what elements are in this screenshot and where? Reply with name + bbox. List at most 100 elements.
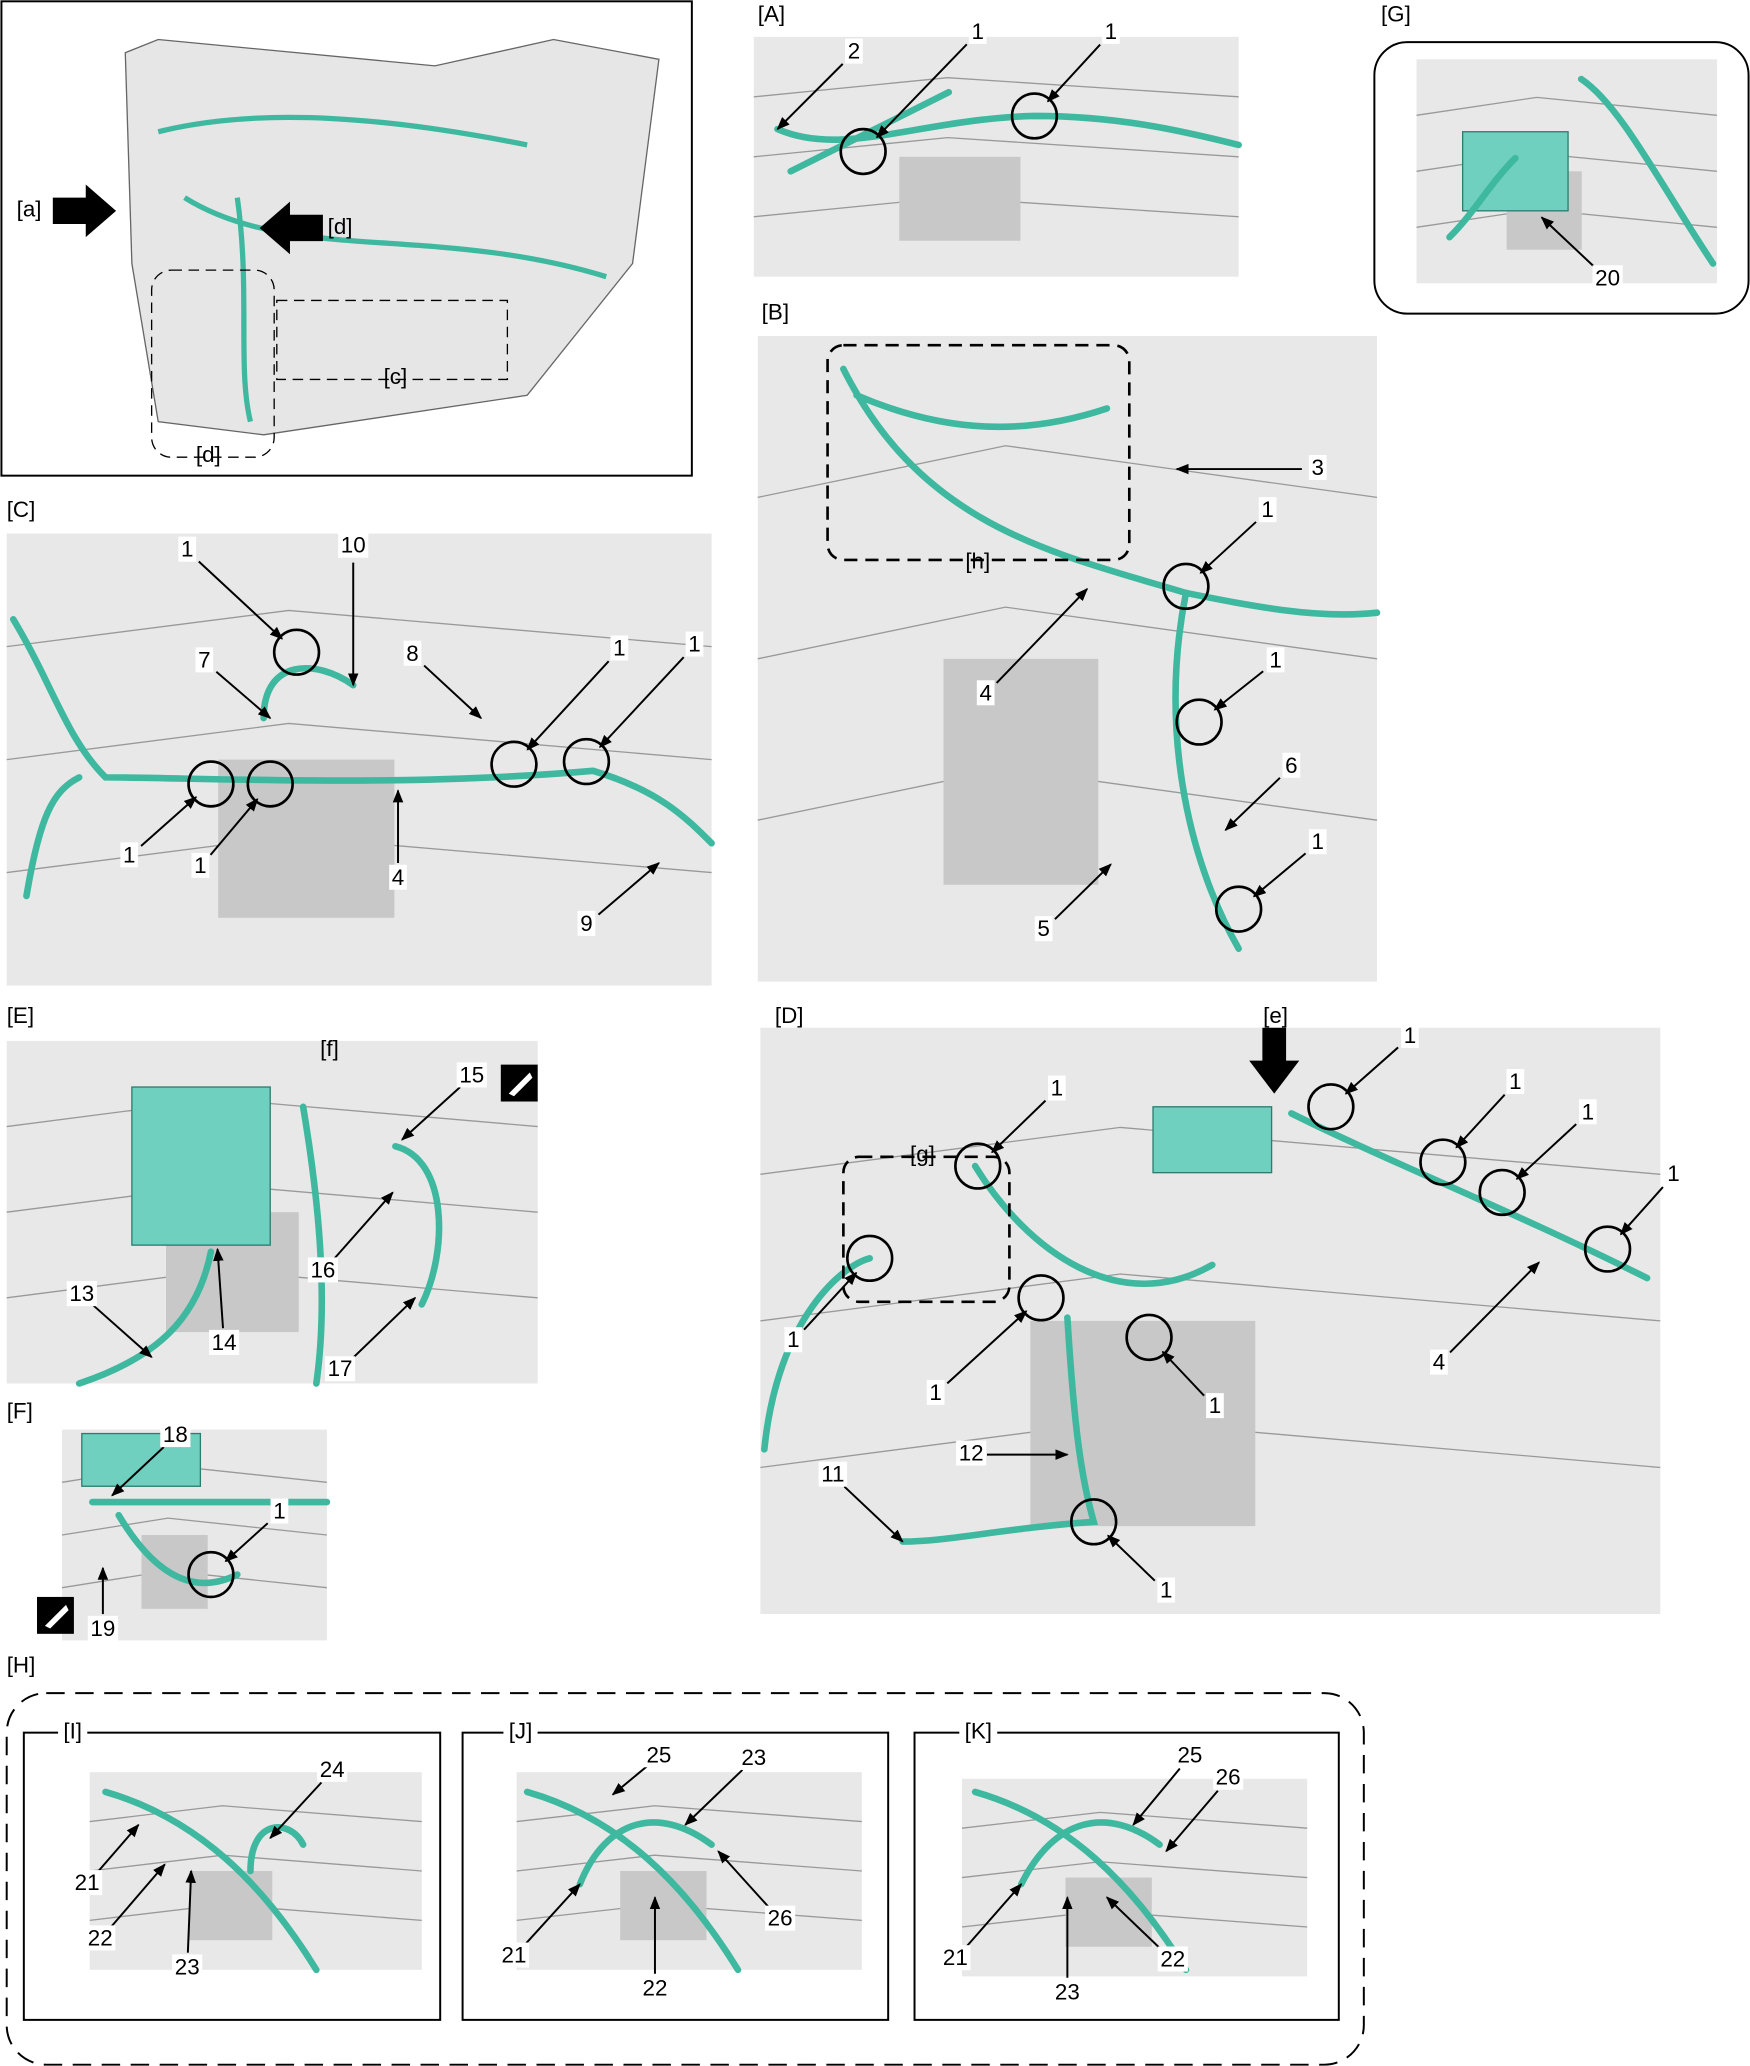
leader-arrow — [269, 1781, 323, 1840]
callout-bg — [1282, 752, 1301, 778]
callout-bg — [1157, 1577, 1176, 1603]
callout-bg — [160, 1422, 191, 1448]
clip-marker — [954, 1142, 1002, 1190]
panel-label: [G] — [1381, 2, 1411, 27]
harness — [576, 1819, 715, 1888]
callout-number: 2 — [848, 39, 860, 64]
leader-arrow — [526, 660, 610, 751]
leader-arrow — [1199, 521, 1257, 574]
callout-number: 23 — [175, 1954, 200, 1979]
panel-frame — [1373, 41, 1750, 315]
leader-arrow — [423, 664, 483, 719]
callout-number: 1 — [1160, 1578, 1172, 1603]
clip-marker — [246, 760, 294, 808]
callout-number: 7 — [198, 647, 210, 672]
callout-number: 23 — [741, 1745, 766, 1770]
sub-label: [h] — [965, 549, 990, 574]
leader-arrow — [1213, 670, 1264, 711]
component — [1461, 131, 1569, 212]
panel-frame — [5, 1692, 1365, 2066]
callout-number: 1 — [1051, 1076, 1063, 1101]
callout-bg — [1213, 1764, 1244, 1790]
component — [131, 1086, 271, 1246]
clip-marker — [187, 1550, 235, 1599]
leader-arrow — [611, 1765, 648, 1796]
leader-arrow — [684, 1769, 744, 1826]
clip-marker — [1478, 1168, 1526, 1217]
leader-arrow — [1107, 1534, 1156, 1582]
callout-bg — [71, 1870, 103, 1896]
clip-marker — [1125, 1313, 1173, 1362]
callout-bg — [845, 38, 863, 64]
leader-arrow — [991, 1099, 1047, 1154]
structure — [757, 606, 1378, 660]
view-label: [a] — [17, 197, 42, 222]
leader-arrow — [209, 798, 259, 856]
leader-arrow — [1455, 1094, 1506, 1149]
harness — [299, 1103, 326, 1387]
leader-arrow — [843, 1485, 904, 1543]
leader-arrow — [1449, 1261, 1540, 1354]
callout-bg — [1266, 647, 1285, 673]
sub-label: [e] — [1263, 1003, 1288, 1028]
callout-bg — [66, 1281, 97, 1307]
leader-arrow — [401, 1086, 461, 1141]
structure — [753, 76, 1239, 98]
leader-arrow — [140, 796, 198, 847]
view-label: [d] — [196, 442, 221, 467]
callout-number: 1 — [1311, 829, 1323, 854]
callout-number: 21 — [943, 1945, 968, 1970]
callout-bg — [456, 1062, 487, 1088]
callout-number: 3 — [1311, 455, 1323, 480]
leader-arrow — [523, 1883, 581, 1946]
harness — [774, 112, 1242, 149]
harness — [761, 1255, 874, 1453]
callout-bg — [1592, 265, 1623, 291]
callout-bg — [818, 1461, 848, 1487]
structure — [61, 1517, 327, 1536]
callout-bg — [976, 680, 995, 706]
callout-bg — [784, 1327, 803, 1353]
sub-label: [g] — [910, 1141, 935, 1166]
callout-number: 22 — [88, 1925, 113, 1950]
callout-number: 1 — [1209, 1393, 1221, 1418]
callout-number: 22 — [643, 1976, 668, 2001]
callout-bg — [1052, 1979, 1083, 2005]
structure — [760, 1273, 1661, 1322]
leader-arrow — [946, 1310, 1028, 1385]
callout-bg — [85, 1925, 116, 1951]
callout-bg — [968, 18, 987, 44]
clip-marker — [1017, 1274, 1065, 1322]
callout-number: 26 — [768, 1906, 793, 1931]
label-bg — [959, 1718, 998, 1744]
leader-arrow — [965, 1883, 1023, 1949]
callout-bg — [1047, 1075, 1066, 1101]
harness — [899, 1314, 1099, 1545]
callout-number: 8 — [406, 641, 418, 666]
callout-bg — [1664, 1161, 1683, 1187]
shadow — [189, 1870, 273, 1941]
panel-label: [K] — [965, 1719, 992, 1744]
clip-marker — [1162, 562, 1210, 611]
callout-number: 15 — [459, 1062, 484, 1087]
callout-bg — [1430, 1349, 1448, 1375]
harness — [971, 1162, 1216, 1287]
callout-bg — [1258, 497, 1277, 523]
clip-marker — [1583, 1225, 1632, 1273]
leader-arrow — [1619, 1186, 1664, 1236]
leader-arrow — [1046, 43, 1101, 103]
callout-bg — [191, 852, 210, 878]
callout-number: 21 — [502, 1943, 527, 1968]
harness — [23, 774, 83, 900]
structure — [89, 1805, 422, 1823]
leader-arrow — [215, 670, 272, 719]
view-arrow — [259, 201, 323, 255]
callout-number: 1 — [1404, 1023, 1416, 1048]
callout-number: 1 — [972, 19, 984, 44]
leader-arrow — [1515, 1123, 1577, 1180]
panel-label: [J] — [509, 1719, 533, 1744]
clip-marker — [490, 740, 538, 788]
leader-arrow — [1540, 216, 1597, 270]
leader-arrow — [776, 63, 844, 131]
